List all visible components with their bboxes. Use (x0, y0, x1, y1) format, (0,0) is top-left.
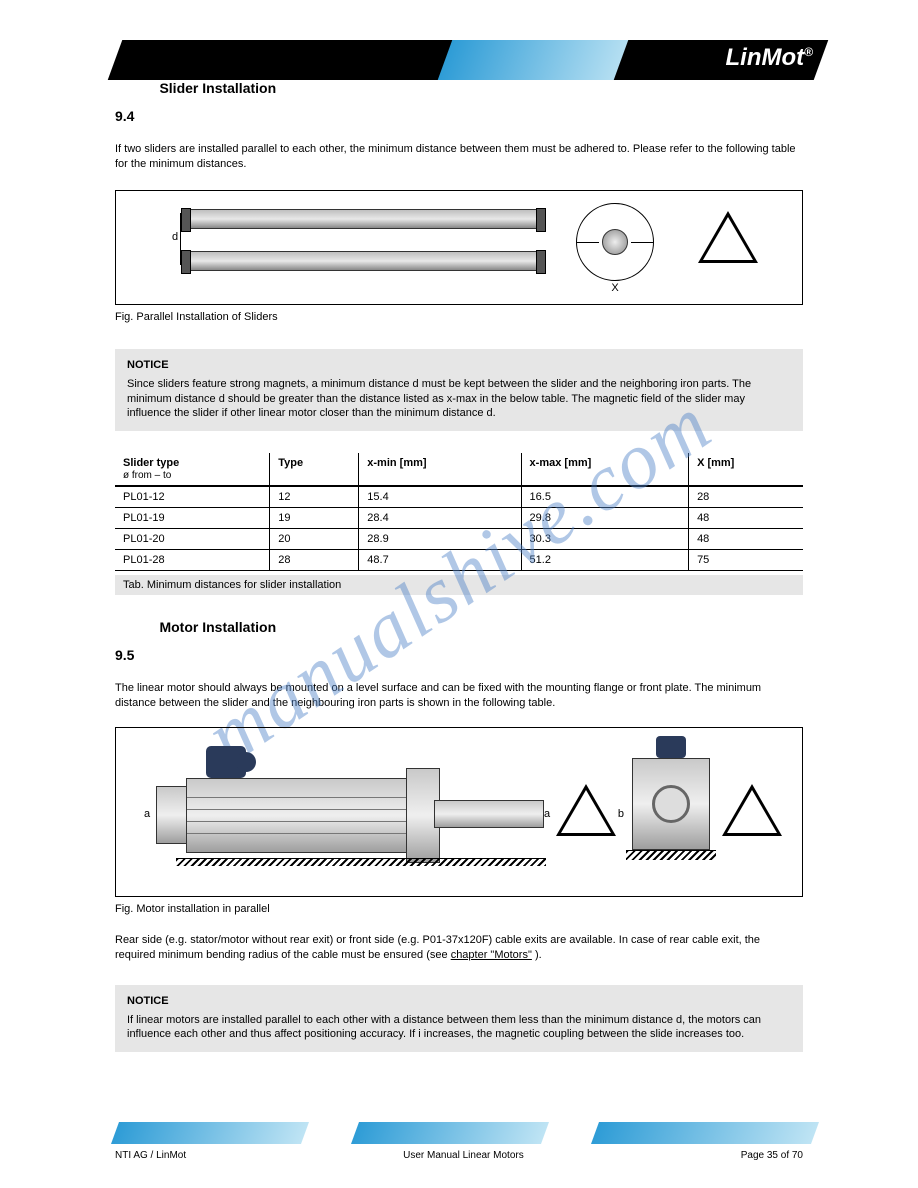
warning-icon: ! (698, 211, 758, 263)
cell: 28 (689, 486, 803, 508)
motor-end-view (632, 758, 710, 850)
cell: 29.8 (521, 508, 689, 529)
warning-icon: ! (556, 784, 616, 836)
slider-rod-top (186, 209, 541, 229)
figure-motor-install: a a ! b ! (115, 727, 803, 897)
header-banner: LinMot® (115, 40, 823, 80)
notice-body: If linear motors are installed parallel … (127, 1013, 791, 1043)
motor-end-frame (632, 758, 710, 850)
section-title-motor-installation: Motor Installation (159, 619, 276, 635)
footer-strip-segment (111, 1122, 309, 1144)
ground-hatch (176, 858, 546, 866)
cell: 51.2 (521, 550, 689, 571)
motor-body (186, 778, 416, 853)
col-slider-type: Slider type ø from – to (115, 453, 270, 486)
col-type: Type (270, 453, 359, 486)
dimension-arrow-d (180, 213, 181, 265)
slider-hub (602, 229, 628, 255)
para-motor-cable-post: ). (535, 949, 542, 961)
slider-endcap (181, 250, 191, 274)
footer-strip-segment (591, 1122, 819, 1144)
col-xmax: x-max [mm] (521, 453, 689, 486)
dim-line (577, 242, 599, 243)
cell: PL01-28 (115, 550, 270, 571)
dimension-label-a-left: a (144, 808, 150, 820)
slider-cross-section-icon: X (576, 203, 654, 281)
notice-heading: NOTICE (127, 359, 791, 371)
section-number-9-5: 9.5 (115, 647, 155, 663)
motor-bore (652, 785, 690, 823)
cell: PL01-12 (115, 486, 270, 508)
cell: 16.5 (521, 486, 689, 508)
footer-left: NTI AG / LinMot (115, 1150, 186, 1161)
footer-right: Page 35 of 70 (741, 1150, 803, 1161)
table-row: PL01-28 28 48.7 51.2 75 (115, 550, 803, 571)
header-strip-black (108, 40, 463, 80)
figure-slider-parallel: d X ! (115, 190, 803, 305)
motor-end-connector (656, 736, 686, 758)
slider-endcap (181, 208, 191, 232)
footer-text: NTI AG / LinMot User Manual Linear Motor… (115, 1150, 803, 1161)
table-row: PL01-12 12 15.4 16.5 28 (115, 486, 803, 508)
dimension-label-d: d (172, 231, 178, 243)
cell: PL01-19 (115, 508, 270, 529)
footer-center: User Manual Linear Motors (403, 1150, 524, 1161)
cell: 15.4 (359, 486, 521, 508)
cell: 48 (689, 529, 803, 550)
col-xmin: x-min [mm] (359, 453, 521, 486)
figure-caption-motor: Fig. Motor installation in parallel (115, 903, 803, 915)
cell: 28 (270, 550, 359, 571)
dimension-label-x: X (611, 282, 618, 294)
col-x: X [mm] (689, 453, 803, 486)
dimension-label-b: b (618, 808, 624, 820)
warning-icon: ! (722, 784, 782, 836)
slider-rod-bottom (186, 251, 541, 271)
motor-connector-icon (206, 746, 246, 778)
table-header-row: Slider type ø from – to Type x-min [mm] … (115, 453, 803, 486)
table-row: PL01-19 19 28.4 29.8 48 (115, 508, 803, 529)
cell: 30.3 (521, 529, 689, 550)
para-motor-cable: Rear side (e.g. stator/motor without rea… (115, 933, 803, 963)
cell: 48 (689, 508, 803, 529)
section-number-9-4: 9.4 (115, 108, 155, 124)
cell: 12 (270, 486, 359, 508)
slider-endcap (536, 208, 546, 232)
notice-body: Since sliders feature strong magnets, a … (127, 377, 791, 422)
motor-shaft (434, 800, 544, 828)
motor-rear-block (156, 786, 190, 844)
table-row: PL01-20 20 28.9 30.3 48 (115, 529, 803, 550)
notice-motor-distance: NOTICE If linear motors are installed pa… (115, 985, 803, 1053)
cell: 75 (689, 550, 803, 571)
cell: PL01-20 (115, 529, 270, 550)
table-slider-distances: Slider type ø from – to Type x-min [mm] … (115, 453, 803, 571)
para-motor-intro: The linear motor should always be mounte… (115, 681, 803, 711)
para-slider-intro: If two sliders are installed parallel to… (115, 142, 803, 172)
link-chapter-motors[interactable]: chapter "Motors" (451, 949, 532, 961)
col-label: Slider type (123, 457, 179, 469)
ground-hatch (626, 850, 716, 860)
brand-logo: LinMot® (726, 44, 813, 72)
footer-banner (115, 1122, 823, 1144)
table-caption-slider: Tab. Minimum distances for slider instal… (115, 575, 803, 595)
notice-slider-distance: NOTICE Since sliders feature strong magn… (115, 349, 803, 432)
figure-caption-sliders: Fig. Parallel Installation of Sliders (115, 311, 803, 323)
para-motor-cable-pre: Rear side (e.g. stator/motor without rea… (115, 934, 760, 961)
cell: 28.4 (359, 508, 521, 529)
col-sublabel: ø from – to (123, 470, 171, 481)
brand-text: LinMot (726, 44, 805, 71)
brand-reg: ® (804, 45, 813, 59)
cell: 20 (270, 529, 359, 550)
header-strip-blue (438, 40, 643, 80)
dimension-label-a-right: a (544, 808, 550, 820)
cell: 19 (270, 508, 359, 529)
dim-line (631, 242, 653, 243)
section-title-slider-installation: Slider Installation (159, 80, 276, 96)
slider-endcap (536, 250, 546, 274)
cell: 48.7 (359, 550, 521, 571)
footer-strip-segment (351, 1122, 549, 1144)
cell: 28.9 (359, 529, 521, 550)
notice-heading: NOTICE (127, 995, 791, 1007)
